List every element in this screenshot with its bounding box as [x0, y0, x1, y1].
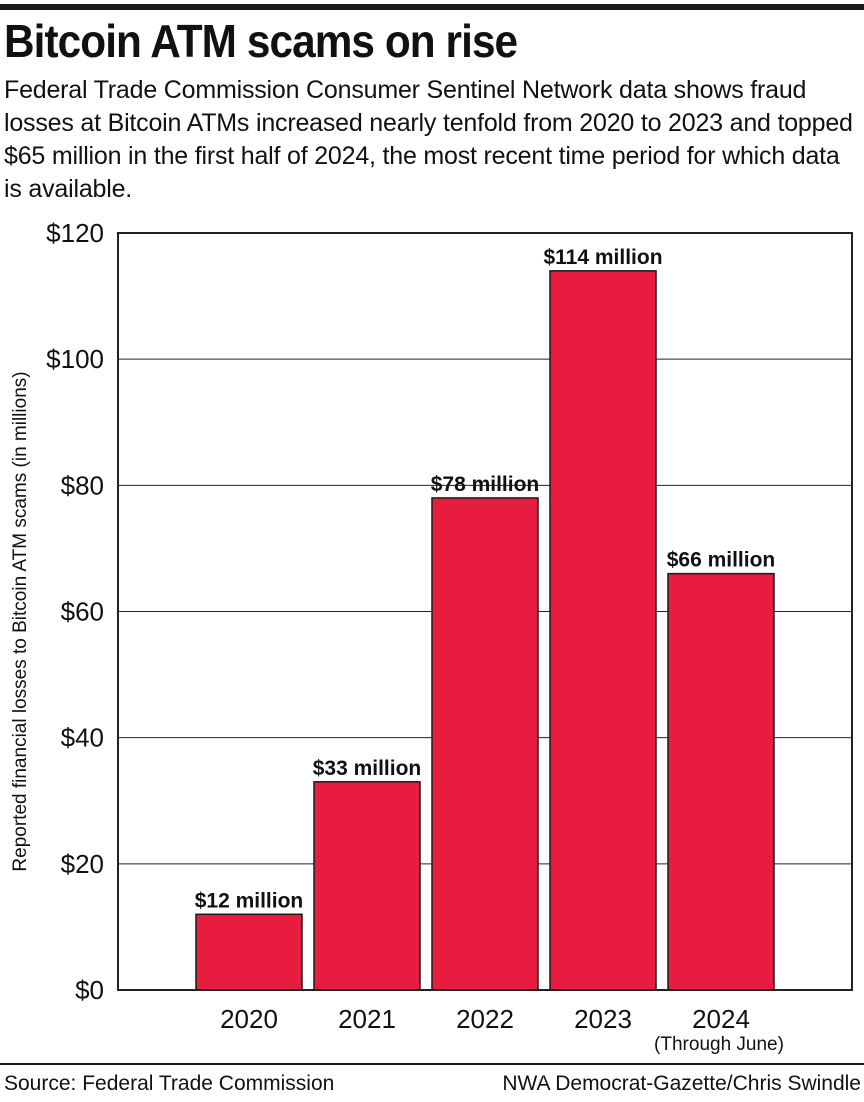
data-labels: $12 million $33 million $78 million $114 mi… [195, 246, 776, 912]
bar-2020 [195, 913, 303, 991]
bar-2023 [549, 270, 657, 991]
y-tick-label: $60 [61, 597, 104, 627]
bar-chart: $12 million $33 million $78 million $114 mi… [10, 218, 853, 1055]
x-tick-label: 2020 [220, 1004, 278, 1034]
x-tick-label: 2022 [456, 1004, 514, 1034]
bar-2021 [313, 781, 421, 991]
plot-border [117, 232, 853, 991]
x-tick-labels: 2020 2021 2022 2023 2024(Through June) [220, 1004, 784, 1055]
y-tick-label: $80 [61, 470, 104, 500]
bars [195, 270, 775, 991]
x-tick-sublabel: (Through June) [654, 1034, 784, 1055]
chart-title: Bitcoin ATM scams on rise [4, 15, 518, 67]
bottom-rule [0, 1063, 864, 1065]
y-axis-label: Reported financial losses to Bitcoin ATM… [10, 371, 31, 871]
y-tick-labels: $0 $20 $40 $60 $80 $100 $120 [46, 218, 104, 1005]
data-label: $12 million [195, 889, 304, 912]
top-rule [0, 4, 864, 10]
data-label: $78 million [431, 473, 540, 496]
bar-2024 [667, 572, 775, 991]
y-tick-label: $0 [75, 975, 104, 1005]
credit-note: NWA Democrat-Gazette/Chris Swindle [502, 1072, 861, 1095]
bar-2022 [431, 497, 539, 991]
x-tick-label: 2023 [574, 1004, 632, 1034]
y-tick-label: $40 [61, 723, 104, 753]
data-label: $114 million [543, 246, 662, 269]
plot-frame [117, 232, 853, 991]
y-tick-label: $120 [46, 218, 104, 248]
y-tick-label: $100 [46, 344, 104, 374]
y-tick-label: $20 [61, 849, 104, 879]
x-tick-label: 2024 [692, 1004, 750, 1034]
data-label: $33 million [313, 757, 422, 780]
chart-subtitle: Federal Trade Commission Consumer Sentin… [4, 76, 853, 203]
x-tick-label: 2021 [338, 1004, 396, 1034]
source-note: Source: Federal Trade Commission [4, 1072, 335, 1095]
data-label: $66 million [667, 549, 776, 572]
